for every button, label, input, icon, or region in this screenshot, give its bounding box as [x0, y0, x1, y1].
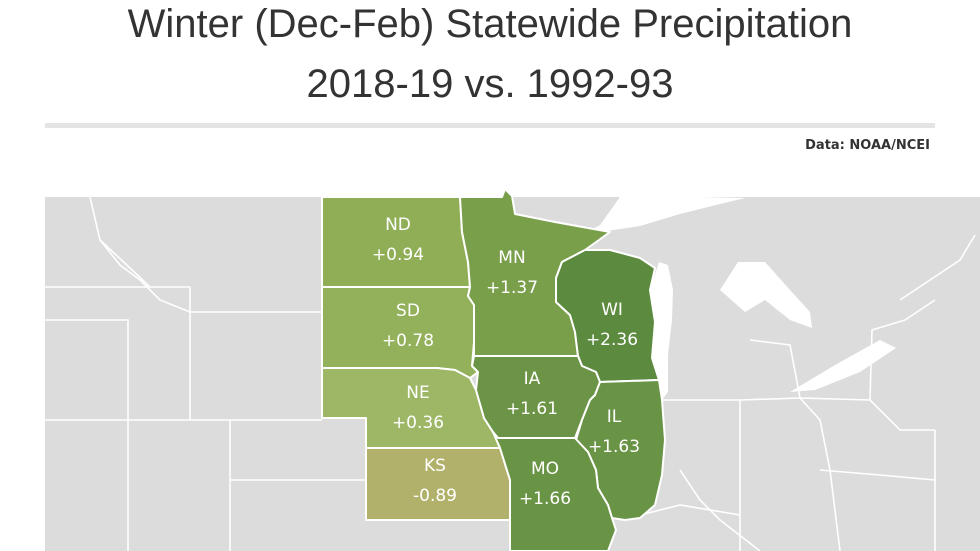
state-nd: [321, 196, 471, 288]
state-abbr-mn: MN: [498, 248, 525, 268]
state-value-ne: +0.36: [392, 413, 444, 433]
state-value-nd: +0.94: [372, 245, 424, 265]
background-state-borders: [45, 196, 976, 551]
state-mo: [492, 431, 617, 551]
highlighted-states: ND +0.94 SD +0.78 NE +0.36 KS -0.89 MN +1.37 WI +2.…: [321, 188, 666, 551]
map-title: Winter (Dec-Feb) Statewide Precipitation: [127, 2, 853, 46]
state-abbr-mo: MO: [531, 459, 559, 479]
state-abbr-ks: KS: [424, 456, 446, 476]
lake-superior: [556, 197, 745, 248]
state-value-sd: +0.78: [382, 331, 434, 351]
title-divider: [45, 123, 935, 128]
map-subtitle: 2018-19 vs. 1992-93: [306, 62, 674, 106]
state-value-il: +1.63: [588, 437, 640, 457]
state-abbr-ne: NE: [406, 383, 429, 403]
lake-erie: [790, 340, 896, 392]
state-abbr-ia: IA: [524, 369, 541, 389]
state-value-wi: +2.36: [586, 330, 638, 350]
lake-huron: [720, 262, 812, 328]
state-value-mo: +1.66: [519, 489, 571, 509]
state-abbr-nd: ND: [385, 215, 411, 235]
lake-michigan: [650, 262, 673, 400]
data-source-credit: Data: NOAA/NCEI: [805, 138, 930, 153]
state-value-ia: +1.61: [506, 399, 558, 419]
state-value-ks: -0.89: [413, 486, 457, 506]
state-abbr-sd: SD: [396, 301, 420, 321]
state-value-mn: +1.37: [486, 278, 538, 298]
state-abbr-il: IL: [607, 407, 622, 427]
state-abbr-wi: WI: [601, 300, 623, 320]
